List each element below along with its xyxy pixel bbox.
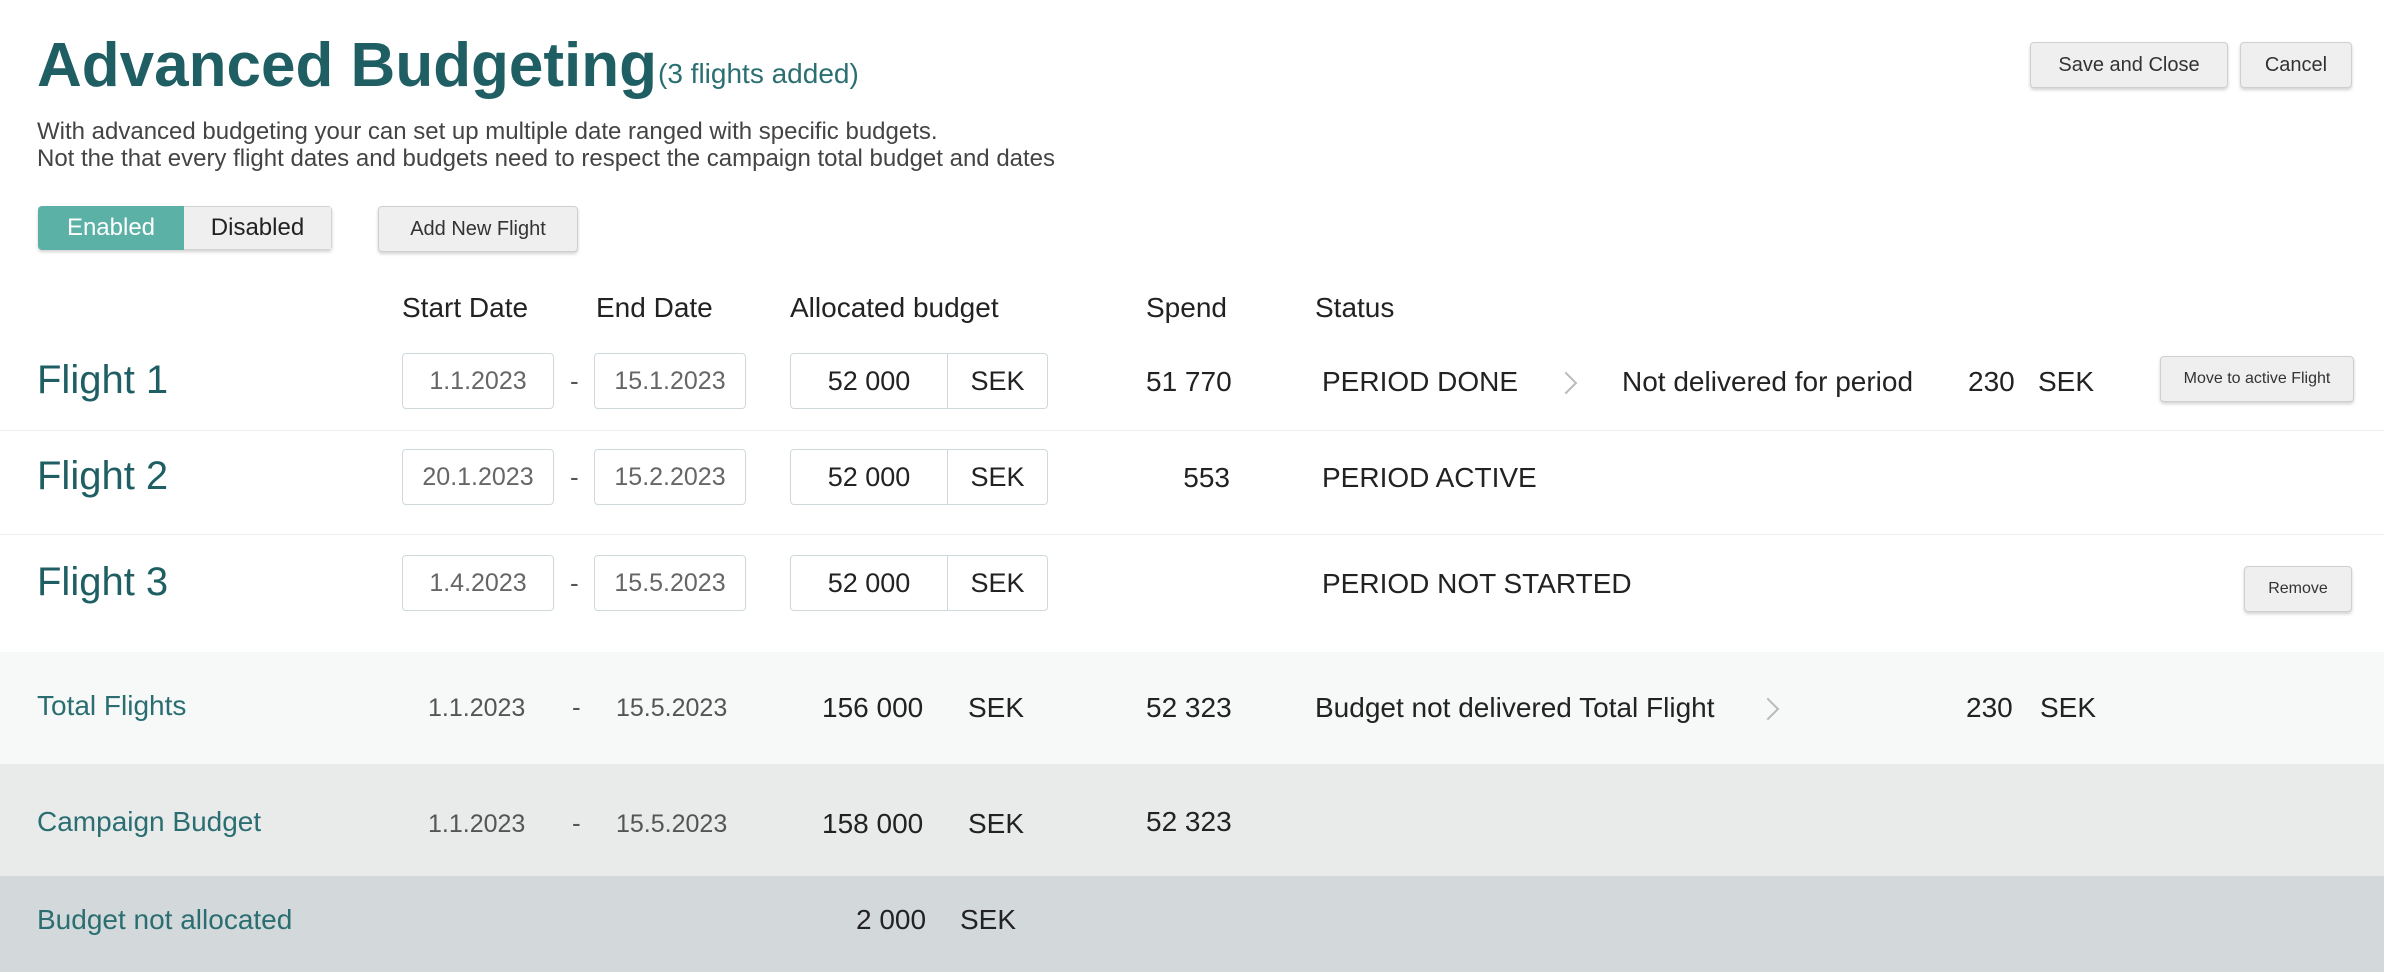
save-and-close-button[interactable]: Save and Close	[2030, 42, 2228, 88]
row-divider	[0, 430, 2384, 431]
start-date-input[interactable]: 1.4.2023	[402, 555, 554, 611]
campaign-budget-currency: SEK	[968, 808, 1025, 839]
total-flights-row	[0, 652, 2384, 764]
status-text: PERIOD ACTIVE	[1322, 462, 1537, 493]
total-spend: 52 323	[1146, 692, 1232, 723]
flight-name: Flight 3	[37, 560, 169, 604]
campaign-start-date: 1.1.2023	[428, 810, 526, 838]
budget-input[interactable]: 52 000 SEK	[790, 449, 1048, 505]
date-separator: -	[572, 692, 581, 722]
not-delivered-label: Not delivered for period	[1622, 366, 1914, 397]
end-date-input[interactable]: 15.1.2023	[594, 353, 746, 409]
budget-currency: SEK	[970, 461, 1025, 492]
column-start-date: Start Date	[402, 292, 529, 323]
page-title: Advanced Budgeting	[37, 31, 658, 100]
total-budget: 156 000	[822, 692, 924, 723]
flights-count: (3 flights added)	[658, 58, 859, 89]
total-budget-currency: SEK	[968, 692, 1025, 723]
total-not-delivered-currency: SEK	[2040, 692, 2097, 723]
end-date-input[interactable]: 15.5.2023	[594, 555, 746, 611]
flight-name: Flight 2	[37, 454, 169, 498]
budget-amount[interactable]: 52 000	[791, 450, 948, 504]
total-status: Budget not delivered Total Flight	[1315, 692, 1715, 723]
budget-input[interactable]: 52 000 SEK	[790, 353, 1048, 409]
status-text: PERIOD DONE	[1322, 366, 1519, 397]
column-status: Status	[1315, 292, 1395, 323]
budget-currency: SEK	[970, 365, 1025, 396]
remove-flight-button[interactable]: Remove	[2244, 566, 2352, 612]
cancel-button[interactable]: Cancel	[2240, 42, 2352, 88]
campaign-budget: 158 000	[822, 808, 924, 839]
start-date-input[interactable]: 20.1.2023	[402, 449, 554, 505]
spend-value: 553	[1183, 462, 1230, 493]
end-date-input[interactable]: 15.2.2023	[594, 449, 746, 505]
total-end-date: 15.5.2023	[616, 694, 728, 722]
unallocated-currency: SEK	[960, 904, 1017, 935]
budgeting-toggle[interactable]: Enabled Disabled	[38, 206, 332, 250]
campaign-end-date: 15.5.2023	[616, 810, 728, 838]
spend-value: 51 770	[1146, 366, 1232, 397]
unallocated-amount: 2 000	[856, 904, 927, 935]
budget-not-allocated-row	[0, 876, 2384, 972]
campaign-budget-row	[0, 764, 2384, 876]
flight-name: Flight 1	[37, 358, 169, 402]
column-spend: Spend	[1146, 292, 1227, 323]
date-separator: -	[572, 808, 581, 838]
move-to-active-flight-button[interactable]: Move to active Flight	[2160, 356, 2354, 402]
budget-amount[interactable]: 52 000	[791, 354, 948, 408]
status-text: PERIOD NOT STARTED	[1322, 568, 1632, 599]
date-separator: -	[570, 462, 579, 492]
total-start-date: 1.1.2023	[428, 694, 526, 722]
budget-input[interactable]: 52 000 SEK	[790, 555, 1048, 611]
column-allocated-budget: Allocated budget	[790, 292, 999, 323]
toggle-disabled[interactable]: Disabled	[184, 206, 332, 250]
add-new-flight-button[interactable]: Add New Flight	[378, 206, 578, 252]
date-separator: -	[570, 568, 579, 598]
description-line-1: With advanced budgeting your can set up …	[37, 118, 938, 145]
total-not-delivered-amount: 230	[1966, 692, 2013, 723]
total-flights-label: Total Flights	[37, 690, 187, 721]
budget-currency: SEK	[970, 567, 1025, 598]
toggle-enabled[interactable]: Enabled	[38, 206, 184, 250]
row-divider	[0, 534, 2384, 535]
start-date-input[interactable]: 1.1.2023	[402, 353, 554, 409]
chevron-right-icon	[1554, 371, 1578, 395]
not-delivered-amount: 230	[1968, 366, 2015, 397]
date-separator: -	[570, 366, 579, 396]
budget-not-allocated-label: Budget not allocated	[37, 904, 293, 935]
campaign-budget-label: Campaign Budget	[37, 806, 262, 837]
description-line-2: Not the that every flight dates and budg…	[37, 145, 1056, 172]
campaign-spend: 52 323	[1146, 806, 1232, 837]
column-end-date: End Date	[596, 292, 713, 323]
budget-amount[interactable]: 52 000	[791, 556, 948, 610]
not-delivered-currency: SEK	[2038, 366, 2095, 397]
